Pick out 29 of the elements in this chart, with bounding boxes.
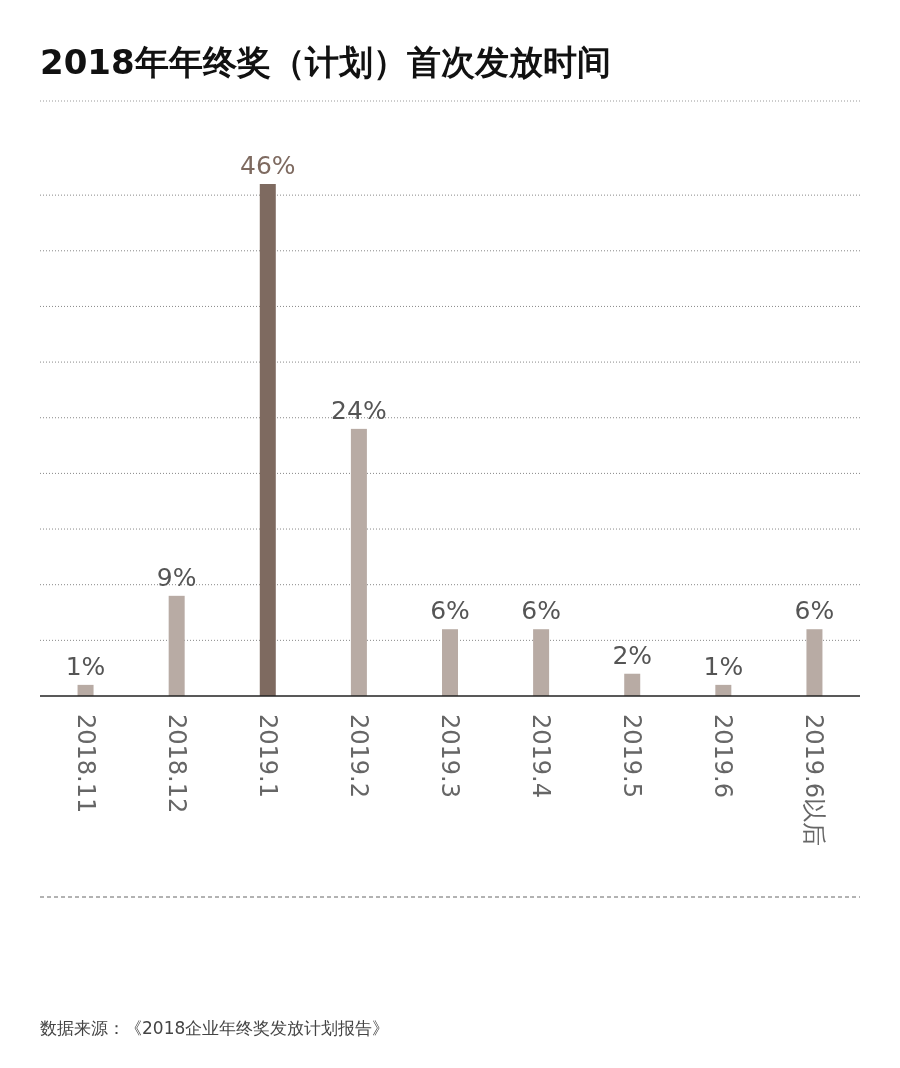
bar — [806, 629, 823, 696]
x-tick-label: 2019.2 — [344, 714, 373, 798]
data-label: 6% — [794, 596, 835, 626]
data-label: 46% — [239, 151, 296, 180]
data-label: 2% — [612, 640, 653, 670]
bar — [624, 673, 641, 696]
bar — [77, 684, 94, 696]
data-label: 9% — [156, 562, 197, 592]
x-tick-label: 2018.12 — [162, 714, 191, 814]
bar — [168, 595, 185, 696]
x-tick-label: 2019.4 — [527, 714, 556, 798]
x-tick-label: 2019.5 — [618, 714, 647, 798]
data-label: 1% — [703, 651, 744, 681]
x-tick-label: 2019.1 — [253, 714, 282, 798]
bar — [350, 428, 367, 696]
x-tick-label: 2019.6以后 — [800, 714, 829, 846]
x-tick-label: 2019.6 — [709, 714, 738, 798]
data-label: 24% — [331, 395, 387, 425]
bar — [715, 684, 732, 696]
data-label: 6% — [521, 596, 561, 626]
bar — [442, 629, 458, 696]
chart-title: 2018年年终奖（计划）首次发放时间 — [40, 42, 611, 82]
data-label: 6% — [430, 596, 470, 626]
x-tick-label: 2018.11 — [71, 714, 100, 814]
bar — [533, 629, 550, 696]
x-tick-label: 2019.3 — [436, 714, 464, 798]
source-note: 数据来源：《2018企业年终奖发放计划报告》 — [40, 1018, 390, 1038]
bar — [259, 184, 276, 696]
data-label: 1% — [65, 651, 106, 681]
